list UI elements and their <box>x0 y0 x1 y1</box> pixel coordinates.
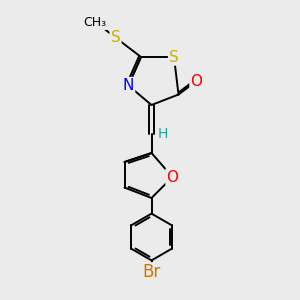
Text: N: N <box>123 78 134 93</box>
Text: S: S <box>111 30 120 45</box>
Text: O: O <box>190 74 202 88</box>
Text: S: S <box>169 50 179 64</box>
Text: Br: Br <box>142 263 160 281</box>
Text: H: H <box>158 127 168 140</box>
Text: O: O <box>167 169 178 184</box>
Text: CH₃: CH₃ <box>83 16 106 29</box>
